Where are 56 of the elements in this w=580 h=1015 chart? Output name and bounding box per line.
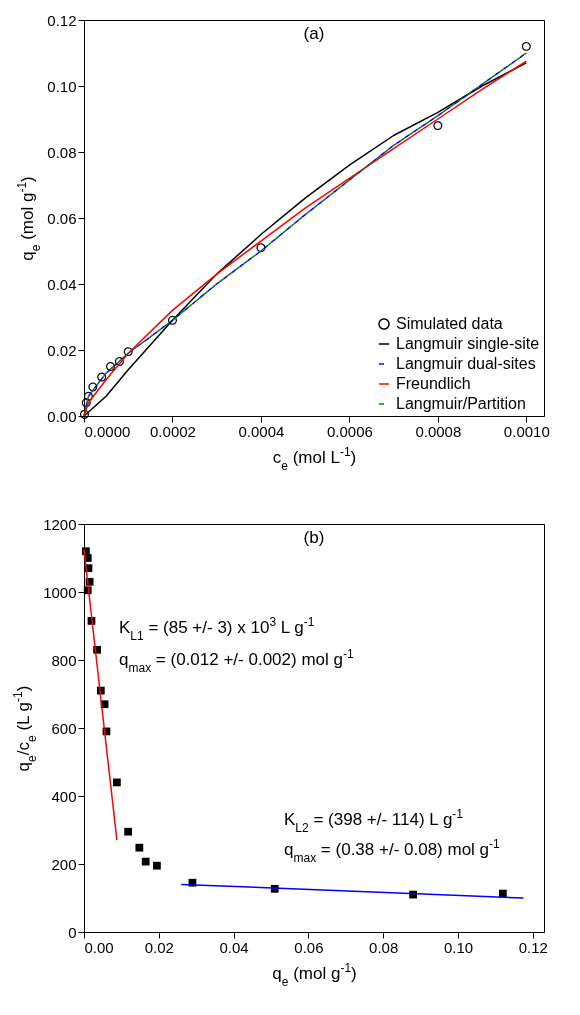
x-tick-label: 0.0010	[503, 422, 550, 440]
legend-label: Langmuir single-site	[396, 335, 540, 352]
x-tick-label: 0.08	[369, 938, 399, 956]
y-tick-label: 1200	[43, 515, 77, 533]
point	[113, 778, 121, 787]
y-tick-label: 200	[51, 855, 77, 873]
y-tick-label: 0.06	[47, 209, 77, 227]
y-tick-label: 0	[68, 923, 77, 941]
y-tick-label: 600	[51, 719, 77, 737]
point	[83, 391, 93, 401]
y-tick-label: 400	[51, 787, 77, 805]
chart-title: (a)	[303, 24, 325, 43]
point	[88, 382, 98, 392]
legend-label: Langmuir dual-sites	[396, 355, 536, 372]
point	[167, 315, 177, 325]
point	[123, 347, 133, 357]
x-tick-label: 0.0004	[238, 422, 285, 440]
x-tick-label: 0.04	[219, 938, 249, 956]
point	[81, 398, 91, 408]
legend-label: Langmuir/Partition	[396, 395, 526, 412]
x-tick-label: 0.0006	[326, 422, 373, 440]
x-tick-label: 0.0002	[150, 422, 196, 440]
annotation: K$_{L1}$ = (85 +/- 3) x 10$^{3}$ L g$^{-1}$	[119, 615, 315, 643]
point	[124, 827, 132, 836]
annotation: q$_{max}$ = (0.38 +/- 0.08) mol g$^{-1}$	[284, 837, 501, 865]
point	[521, 41, 531, 51]
point	[141, 857, 150, 866]
y-tick-label: 0.08	[47, 143, 77, 161]
y-tick-label: 0.04	[47, 275, 77, 293]
y-tick-label: 800	[51, 651, 77, 669]
x-tick-label: 0.00	[84, 938, 114, 956]
x-axis-title: q$_{e}$ (mol g$^{-1}$)	[272, 960, 357, 989]
x-tick-label: 0.06	[294, 938, 324, 956]
point	[135, 843, 144, 852]
point	[256, 243, 266, 253]
x-tick-label: 0.12	[518, 938, 548, 956]
legend-label: Freundlich	[396, 375, 471, 392]
x-tick-label: 0.10	[443, 938, 474, 956]
x-tick-label: 0.0008	[415, 422, 462, 440]
x-tick-label: 0.0000	[84, 422, 131, 440]
annotation: q$_{max}$ = (0.012 +/- 0.002) mol g$^{-1}$	[119, 647, 354, 675]
y-tick-label: 0.12	[47, 11, 77, 29]
y-tick-label: 1000	[43, 583, 77, 601]
annotation: K$_{L2}$ = (398 +/- 114) L g$^{-1}$	[284, 807, 464, 835]
point	[106, 362, 116, 371]
x-tick-label: 0.02	[144, 938, 174, 956]
point	[97, 372, 107, 382]
point	[114, 357, 124, 367]
x-axis-title: c$_{e}$ (mol L$^{-1}$)	[272, 444, 357, 473]
chart-title: (b)	[303, 528, 325, 547]
point	[153, 861, 161, 870]
point	[433, 121, 443, 131]
y-tick-label: 0.10	[47, 77, 77, 95]
y-tick-label: 0.02	[47, 341, 77, 359]
y-tick-label: 0.00	[47, 407, 77, 425]
legend-label: Simulated data	[396, 315, 503, 332]
